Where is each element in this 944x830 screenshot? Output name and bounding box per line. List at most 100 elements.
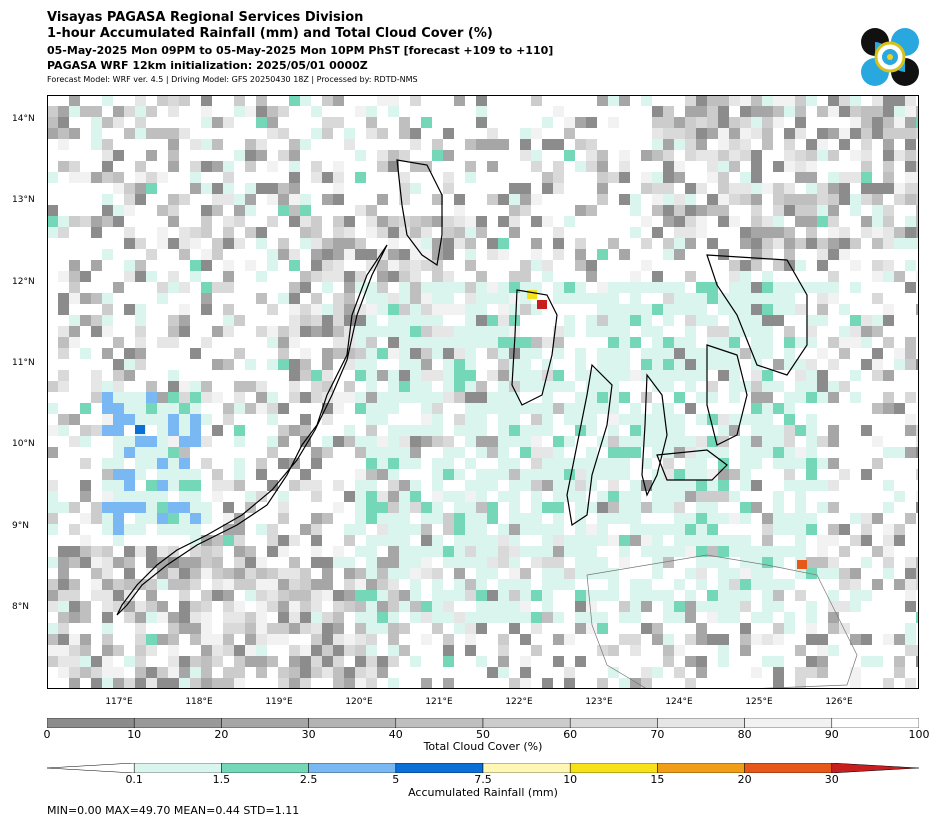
cloud-cell bbox=[234, 392, 245, 403]
cloud-cell bbox=[289, 183, 300, 194]
rain-cell bbox=[289, 95, 300, 106]
cloud-cell bbox=[58, 612, 69, 623]
rain-cell bbox=[465, 172, 476, 183]
cloud-cell bbox=[718, 216, 729, 227]
cloud-cell bbox=[289, 557, 300, 568]
rain-cell bbox=[652, 414, 663, 425]
rain-cell bbox=[157, 491, 168, 502]
rain-cell bbox=[58, 216, 69, 227]
rain-cell bbox=[179, 480, 190, 491]
cloud-cell bbox=[542, 557, 553, 568]
rain-cell bbox=[399, 568, 410, 579]
rain-cell bbox=[410, 557, 421, 568]
rainfall-legend-title: Accumulated Rainfall (mm) bbox=[408, 786, 558, 799]
cloud-cell bbox=[69, 260, 80, 271]
cloud-cell bbox=[300, 601, 311, 612]
cloud-cell bbox=[630, 535, 641, 546]
rain-cell bbox=[366, 557, 377, 568]
cloud-cell bbox=[245, 139, 256, 150]
cloud-cell bbox=[102, 304, 113, 315]
rain-cell bbox=[531, 150, 542, 161]
cloud-cell bbox=[476, 227, 487, 238]
cloud-cell bbox=[674, 645, 685, 656]
cloud-cell bbox=[685, 227, 696, 238]
cloud-cell bbox=[344, 667, 355, 678]
cloud-colorbar-segment bbox=[395, 718, 484, 728]
cloud-cell bbox=[564, 568, 575, 579]
cloud-cell bbox=[707, 194, 718, 205]
cloud-cell bbox=[509, 524, 520, 535]
rain-cell bbox=[586, 370, 597, 381]
cloud-cell bbox=[80, 612, 91, 623]
rain-cell bbox=[465, 557, 476, 568]
rain-cell bbox=[707, 436, 718, 447]
cloud-cell bbox=[278, 546, 289, 557]
cloud-cell bbox=[333, 436, 344, 447]
rain-cell bbox=[443, 370, 454, 381]
cloud-cell bbox=[905, 150, 916, 161]
cloud-cell bbox=[399, 304, 410, 315]
cloud-cell bbox=[146, 172, 157, 183]
cloud-cell bbox=[762, 128, 773, 139]
weather-map bbox=[47, 95, 919, 689]
cloud-cell bbox=[80, 546, 91, 557]
rain-cell bbox=[498, 436, 509, 447]
cloud-cell bbox=[454, 216, 465, 227]
cloud-cell bbox=[124, 128, 135, 139]
cloud-cell bbox=[388, 227, 399, 238]
cloud-cell bbox=[883, 260, 894, 271]
cloud-cell bbox=[223, 271, 234, 282]
cloud-cell bbox=[795, 590, 806, 601]
cloud-cell bbox=[333, 216, 344, 227]
cloud-cell bbox=[663, 216, 674, 227]
rain-cell bbox=[630, 414, 641, 425]
rain-cell bbox=[168, 414, 179, 425]
rain-cell bbox=[102, 524, 113, 535]
cloud-cell bbox=[344, 535, 355, 546]
cloud-cell bbox=[179, 227, 190, 238]
rain-cell bbox=[619, 678, 630, 689]
cloud-cell bbox=[674, 249, 685, 260]
rain-cell bbox=[509, 612, 520, 623]
rain-cell bbox=[674, 579, 685, 590]
cloud-cell bbox=[223, 590, 234, 601]
rain-cell bbox=[696, 293, 707, 304]
cloud-cell bbox=[256, 227, 267, 238]
cloud-cell bbox=[267, 403, 278, 414]
rain-cell bbox=[179, 425, 190, 436]
rain-cell bbox=[608, 491, 619, 502]
cloud-cell bbox=[410, 293, 421, 304]
cloud-cell bbox=[212, 249, 223, 260]
cloud-cell bbox=[729, 579, 740, 590]
cloud-cell bbox=[311, 447, 322, 458]
cloud-cell bbox=[311, 557, 322, 568]
cloud-cell bbox=[157, 205, 168, 216]
rain-cell bbox=[168, 480, 179, 491]
cloud-cell bbox=[696, 656, 707, 667]
cloud-cell bbox=[179, 623, 190, 634]
cloud-cell bbox=[267, 183, 278, 194]
rain-cell bbox=[652, 403, 663, 414]
cloud-cell bbox=[300, 271, 311, 282]
cloud-cell bbox=[366, 227, 377, 238]
rain-colorbar-segment bbox=[133, 763, 222, 773]
cloud-cell bbox=[905, 557, 916, 568]
rain-cell bbox=[630, 480, 641, 491]
rain-cell bbox=[883, 568, 894, 579]
cloud-cell bbox=[509, 271, 520, 282]
rain-cell bbox=[509, 601, 520, 612]
cloud-cell bbox=[300, 348, 311, 359]
rain-cell bbox=[355, 359, 366, 370]
rain-cell bbox=[234, 403, 245, 414]
rain-cell bbox=[157, 458, 168, 469]
cloud-cell bbox=[883, 139, 894, 150]
cloud-cell bbox=[685, 656, 696, 667]
rain-cell bbox=[421, 337, 432, 348]
rain-cell bbox=[718, 337, 729, 348]
rain-cell bbox=[432, 601, 443, 612]
rain-cell bbox=[190, 271, 201, 282]
rain-cell bbox=[762, 304, 773, 315]
cloud-cell bbox=[707, 469, 718, 480]
cloud-cell bbox=[465, 579, 476, 590]
cloud-cell bbox=[69, 579, 80, 590]
